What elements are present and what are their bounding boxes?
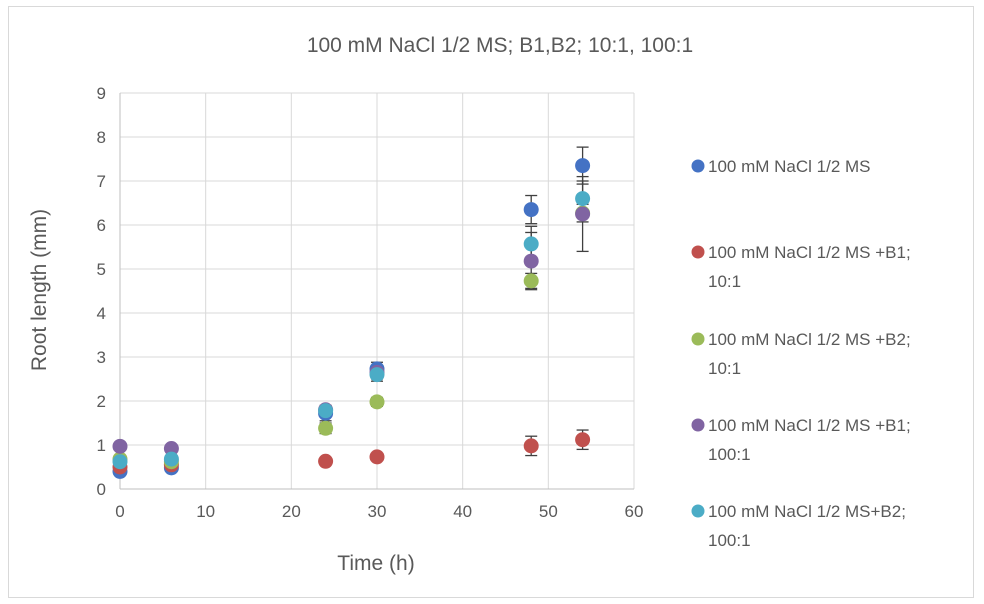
legend-label-line: 100:1 [708,445,751,464]
data-point-series-2 [575,432,591,448]
x-tick-label: 50 [539,502,558,521]
y-tick-label: 7 [97,172,106,191]
y-axis-tick-labels: 0 1 2 3 4 5 6 7 8 9 [97,84,106,499]
x-tick-label: 0 [115,502,124,521]
data-point-series-4 [163,441,179,457]
x-axis-title: Time (h) [337,552,414,575]
legend: 100 mM NaCl 1/2 MS 100 mM NaCl 1/2 MS +B1… [691,157,911,550]
data-point-series-2 [523,438,539,454]
data-point-series-3 [523,273,539,289]
legend-marker-series-5 [691,504,705,518]
y-tick-label: 8 [97,128,106,147]
legend-marker-series-2 [691,245,705,259]
data-point-series-5 [369,367,385,383]
y-axis-title: Root length (mm) [28,209,51,371]
data-point-series-2 [318,453,334,469]
x-tick-label: 10 [196,502,215,521]
data-point-series-5 [318,403,334,419]
legend-label-line: 10:1 [708,272,741,291]
legend-label-line: 10:1 [708,359,741,378]
chart-frame [8,6,974,598]
legend-label-series-1: 100 mM NaCl 1/2 MS [708,157,871,176]
legend-label-line: 100 mM NaCl 1/2 MS+B2; [708,502,906,521]
y-tick-label: 1 [97,436,106,455]
data-point-series-1 [523,202,539,218]
legend-label-series-5: 100 mM NaCl 1/2 MS+B2; 100:1 [708,502,906,550]
legend-label-line: 100 mM NaCl 1/2 MS +B1; [708,416,911,435]
data-point-series-3 [318,420,334,436]
data-point-series-3 [369,394,385,410]
x-tick-label: 20 [282,502,301,521]
data-point-series-4 [523,253,539,269]
legend-label-line: 100:1 [708,531,751,550]
axes [119,93,634,490]
x-axis-tick-labels: 0 10 20 30 40 50 60 [115,502,643,521]
y-tick-label: 5 [97,260,106,279]
y-tick-label: 4 [97,304,106,323]
legend-label-line: 100 mM NaCl 1/2 MS [708,157,871,176]
data-point-series-5 [163,451,179,467]
legend-label-line: 100 mM NaCl 1/2 MS +B1; [708,243,911,262]
x-tick-label: 40 [453,502,472,521]
error-bars [114,146,589,475]
legend-label-series-3: 100 mM NaCl 1/2 MS +B2; 10:1 [708,330,911,378]
legend-marker-series-1 [691,159,705,173]
data-point-series-5 [523,236,539,252]
legend-label-line: 100 mM NaCl 1/2 MS +B2; [708,330,911,349]
x-tick-label: 30 [368,502,387,521]
data-points [112,158,591,479]
gridlines [119,92,635,490]
y-tick-label: 6 [97,216,106,235]
data-point-series-2 [369,449,385,465]
legend-marker-series-4 [691,418,705,432]
data-point-series-4 [575,206,591,222]
data-point-series-5 [575,191,591,207]
x-tick-label: 60 [625,502,644,521]
data-point-series-5 [112,454,128,470]
legend-label-series-4: 100 mM NaCl 1/2 MS +B1; 100:1 [708,416,911,464]
y-tick-label: 9 [97,84,106,103]
legend-marker-series-3 [691,332,705,346]
data-point-series-4 [112,438,128,454]
chart-title: 100 mM NaCl 1/2 MS; B1,B2; 10:1, 100:1 [307,34,693,57]
y-tick-label: 2 [97,392,106,411]
y-tick-label: 3 [97,348,106,367]
y-tick-label: 0 [97,480,106,499]
data-point-series-1 [575,158,591,174]
legend-label-series-2: 100 mM NaCl 1/2 MS +B1; 10:1 [708,243,911,291]
